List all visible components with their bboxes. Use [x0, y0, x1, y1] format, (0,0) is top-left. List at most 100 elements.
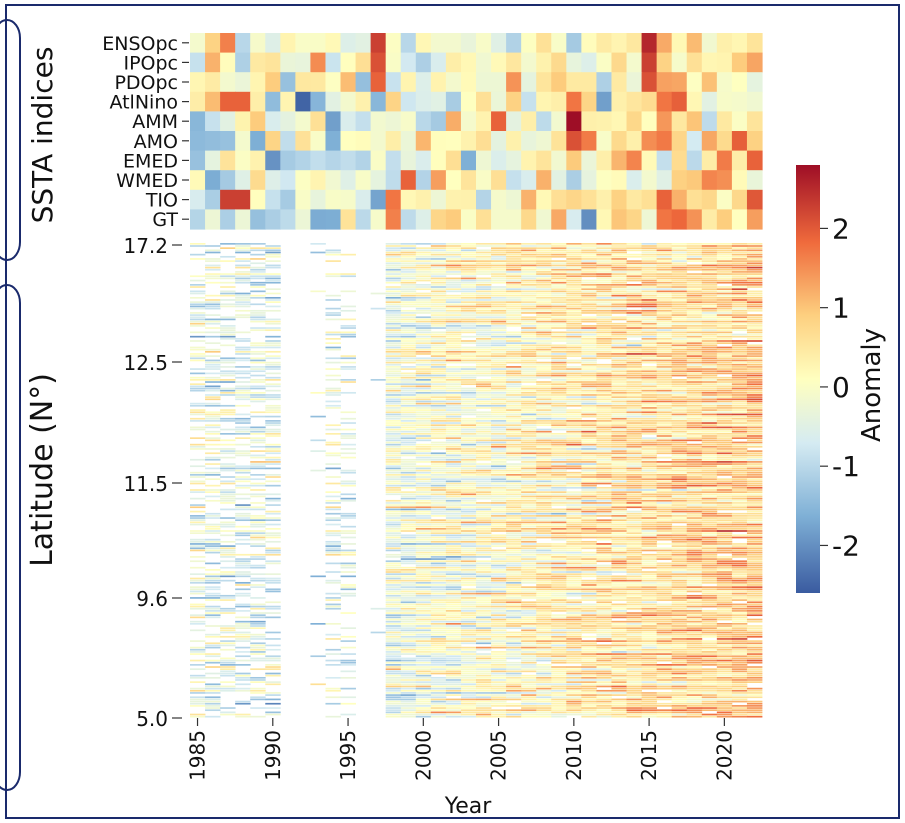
latitude-cell — [385, 474, 402, 476]
latitude-cell — [626, 424, 642, 427]
latitude-cell — [581, 303, 597, 306]
latitude-cell — [430, 255, 447, 258]
latitude-cell — [566, 549, 582, 552]
latitude-cell — [476, 290, 492, 293]
latitude-cell — [506, 474, 522, 476]
ssta-cell — [385, 170, 402, 191]
latitude-cell — [581, 361, 597, 364]
latitude-cell — [551, 359, 567, 362]
latitude-cell — [536, 374, 552, 377]
latitude-cell — [415, 469, 432, 472]
latitude-cell — [626, 381, 642, 383]
latitude-cell — [476, 543, 492, 545]
latitude-cell — [596, 258, 612, 260]
latitude-cell — [581, 433, 597, 435]
latitude-cell — [686, 398, 703, 401]
latitude-cell — [566, 286, 582, 288]
latitude-cell — [235, 426, 251, 429]
latitude-cell — [686, 538, 703, 541]
latitude-cell — [250, 564, 266, 567]
ssta-cell — [265, 33, 281, 54]
ssta-cell — [445, 33, 462, 54]
ssta-cell — [671, 111, 688, 132]
latitude-cell — [551, 588, 567, 591]
latitude-cell — [385, 309, 402, 312]
ssta-cell — [596, 170, 613, 191]
latitude-cell — [671, 454, 688, 457]
latitude-cell — [551, 545, 567, 547]
latitude-cell — [626, 525, 642, 528]
latitude-cell — [731, 409, 748, 411]
latitude-cell — [536, 394, 552, 396]
latitude-cell — [205, 387, 221, 390]
latitude-cell — [476, 301, 492, 303]
latitude-cell — [746, 243, 763, 245]
latitude-cell — [415, 426, 432, 429]
latitude-cell — [415, 428, 432, 431]
latitude-cell — [235, 484, 251, 487]
latitude-cell — [536, 325, 552, 327]
latitude-cell — [235, 305, 251, 308]
latitude-cell — [611, 445, 627, 448]
latitude-cell — [716, 245, 733, 247]
latitude-cell — [415, 368, 432, 370]
latitude-cell — [596, 528, 612, 530]
latitude-cell — [445, 525, 462, 528]
latitude-cell — [250, 532, 266, 534]
latitude-cell — [325, 389, 341, 392]
latitude-cell — [400, 571, 417, 573]
latitude-cell — [566, 486, 582, 489]
latitude-cell — [671, 495, 688, 498]
latitude-cell — [491, 318, 507, 321]
latitude-cell — [536, 292, 552, 295]
latitude-cell — [506, 558, 522, 560]
latitude-cell — [596, 333, 612, 336]
latitude-cell — [626, 359, 642, 362]
latitude-cell — [340, 551, 356, 554]
latitude-cell — [731, 413, 748, 416]
latitude-cell — [626, 484, 642, 487]
latitude-cell — [671, 480, 688, 483]
latitude-cell — [566, 519, 582, 522]
ssta-cell — [551, 72, 567, 93]
latitude-cell — [460, 437, 477, 439]
latitude-cell — [671, 253, 688, 256]
left-bracket-bottom — [0, 284, 21, 791]
latitude-cell — [746, 508, 763, 511]
latitude-cell — [430, 379, 447, 381]
ssta-cell — [280, 91, 296, 112]
latitude-cell — [626, 394, 642, 396]
latitude-cell — [491, 404, 507, 407]
latitude-cell — [491, 368, 507, 370]
latitude-cell — [445, 573, 462, 576]
latitude-cell — [325, 391, 341, 394]
latitude-cell — [415, 474, 432, 476]
latitude-cell — [626, 279, 642, 282]
latitude-cell — [220, 499, 236, 502]
ssta-cell — [686, 72, 703, 93]
ssta-cell — [581, 33, 598, 54]
latitude-cell — [596, 420, 612, 422]
latitude-cell — [611, 312, 627, 314]
latitude-cell — [701, 288, 718, 291]
latitude-cell — [626, 370, 642, 373]
ssta-cell — [611, 209, 628, 230]
latitude-cell — [566, 564, 582, 567]
ssta-cell — [686, 33, 703, 54]
latitude-cell — [250, 439, 266, 442]
latitude-cell — [190, 471, 206, 474]
latitude-cell — [641, 433, 658, 435]
latitude-cell — [491, 562, 507, 565]
ssta-cell — [430, 150, 447, 171]
latitude-cell — [460, 499, 477, 502]
ssta-cell — [415, 170, 432, 191]
ssta-cell — [671, 52, 688, 73]
latitude-cell — [205, 372, 221, 375]
latitude-cell — [205, 268, 221, 271]
latitude-cell — [250, 342, 266, 344]
latitude-cell — [566, 430, 582, 433]
ssta-cell — [491, 52, 507, 73]
latitude-cell — [476, 588, 492, 591]
latitude-cell — [581, 366, 597, 368]
latitude-cell — [506, 366, 522, 368]
